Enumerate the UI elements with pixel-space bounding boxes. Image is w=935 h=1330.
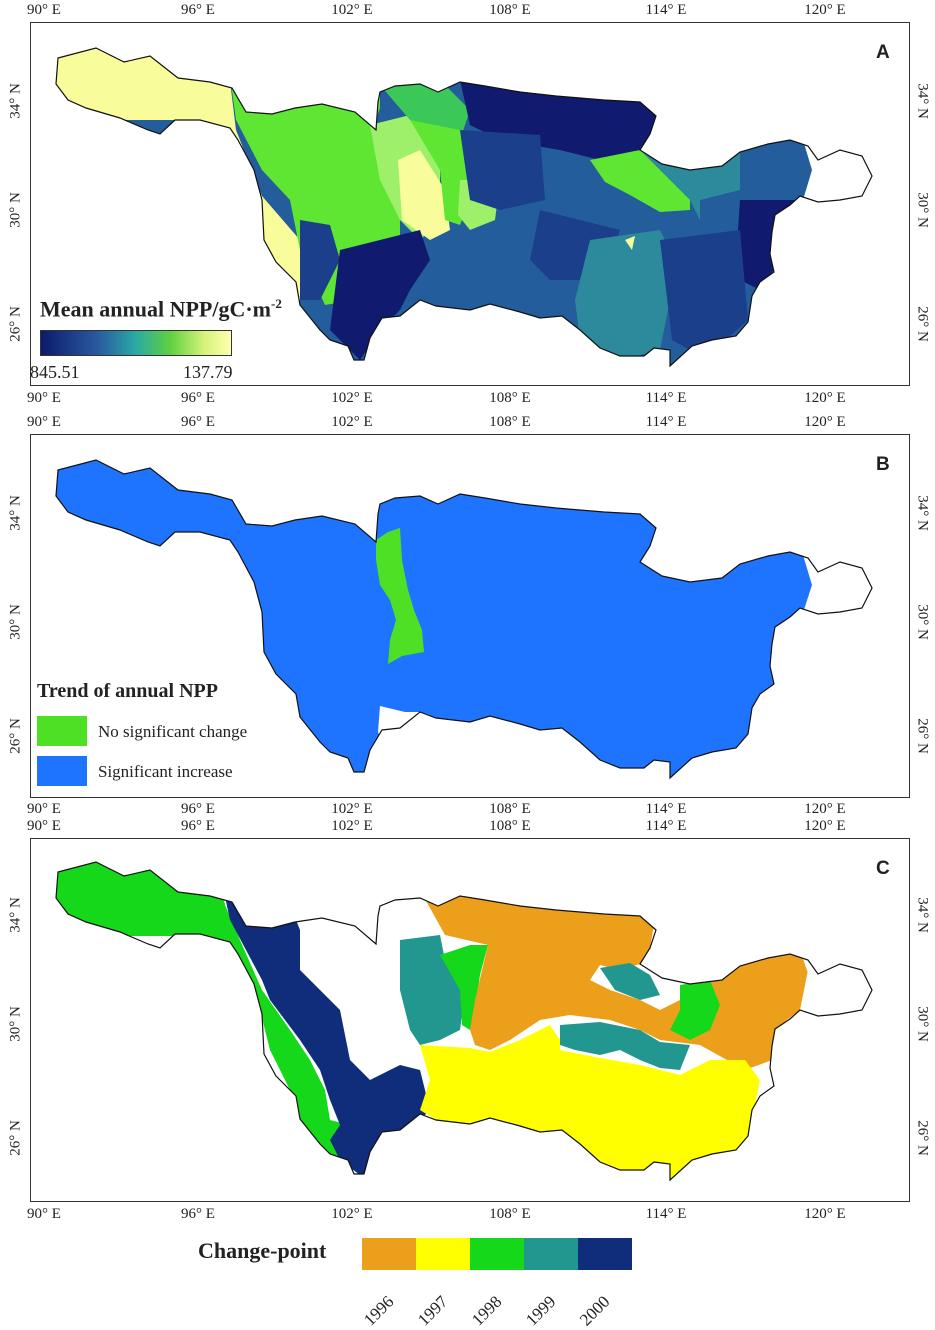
legend-c-swatch-2000 [578,1238,632,1270]
legend-c-swatch-1997 [416,1238,470,1270]
lon-tick-114: 114° E [645,2,687,18]
changepoint-region-1998-east [670,980,720,1040]
npp-region-jialing-north [380,80,470,140]
lon-tick-96: 96° E [181,390,215,406]
npp-region-han-south [460,130,545,210]
lon-tick-102: 102° E [331,414,373,430]
lon-tick-120: 120° E [804,818,846,834]
lon-tick-114: 114° E [645,801,687,817]
legend-c-swatch-1999 [524,1238,578,1270]
lon-tick-120: 120° E [804,414,846,430]
lon-tick-120: 120° E [804,2,846,18]
lon-tick-102: 102° E [331,390,373,406]
panel-a-frame [30,22,910,386]
npp-region-xiang [575,230,675,360]
npp-region-jialing [410,120,470,225]
legend-a-title: Mean annual NPP/gC·m-2 [40,296,282,322]
legend-b-title: Trend of annual NPP [37,680,218,702]
lon-tick-96: 96° E [181,818,215,834]
lon-tick-102: 102° E [331,801,373,817]
changepoint-region-2000 [215,862,430,1175]
lon-tick-96: 96° E [181,2,215,18]
legend-a-colorbar [40,330,232,356]
panel-letter-a: A [876,42,890,63]
legend-b-label-nochange: No significant change [98,722,248,741]
npp-region-pale [398,150,450,240]
changepoint-region-1999-middle [560,1022,690,1070]
lon-tick-90: 90° E [27,2,61,18]
changepoint-region-small [655,1018,670,1035]
legend-a-min: 845.51 [30,362,80,382]
npp-region-source [56,48,300,300]
lon-tick-96: 96° E [181,801,215,817]
lon-tick-90: 90° E [27,390,61,406]
legend-c-title: Change-point [198,1238,327,1263]
changepoint-region-1996 [420,890,810,1070]
changepoint-region-1999-west [400,935,465,1045]
lon-tick-108: 108° E [489,2,531,18]
changepoint-region-1999-han [600,963,660,1000]
lon-tick-102: 102° E [331,2,373,18]
panel-letter-b: B [876,454,890,475]
legend-b-swatch-increase [37,756,87,786]
changepoint-region-1998-jialing [440,945,488,1030]
lon-tick-114: 114° E [645,818,687,834]
lon-tick-114: 114° E [645,1206,687,1222]
lon-tick-90: 90° E [27,801,61,817]
legend-a-max: 137.79 [183,362,233,382]
lon-tick-120: 120° E [804,1206,846,1222]
lon-tick-90: 90° E [27,818,61,834]
lon-tick-114: 114° E [645,390,687,406]
npp-region-gan [660,230,748,350]
lon-tick-90: 90° E [27,414,61,430]
lon-tick-114: 114° E [645,414,687,430]
npp-region-jinsha-lower [330,230,430,360]
lon-tick-108: 108° E [489,818,531,834]
lon-tick-96: 96° E [181,1206,215,1222]
lon-tick-102: 102° E [331,1206,373,1222]
lon-tick-108: 108° E [489,801,531,817]
legend-b-swatch-nochange [37,716,87,746]
legend-c-swatch-1998 [470,1238,524,1270]
lon-tick-102: 102° E [331,818,373,834]
npp-region-small [625,236,635,250]
npp-region-yalong [300,220,340,300]
panel-b-frame [30,434,910,798]
lon-tick-120: 120° E [804,390,846,406]
lon-tick-120: 120° E [804,801,846,817]
panel-c-frame [30,838,910,1202]
panel-letter-c: C [876,858,890,879]
legend-b-label-increase: Significant increase [98,762,233,781]
legend-c-swatch-1996 [362,1238,416,1270]
changepoint-region-1997 [420,1025,760,1180]
trend-region-nochange [376,528,424,664]
lon-tick-96: 96° E [181,414,215,430]
lon-tick-108: 108° E [489,390,531,406]
lon-tick-90: 90° E [27,1206,61,1222]
legend-c-bar [362,1238,632,1270]
lon-tick-108: 108° E [489,1206,531,1222]
lon-tick-108: 108° E [489,414,531,430]
